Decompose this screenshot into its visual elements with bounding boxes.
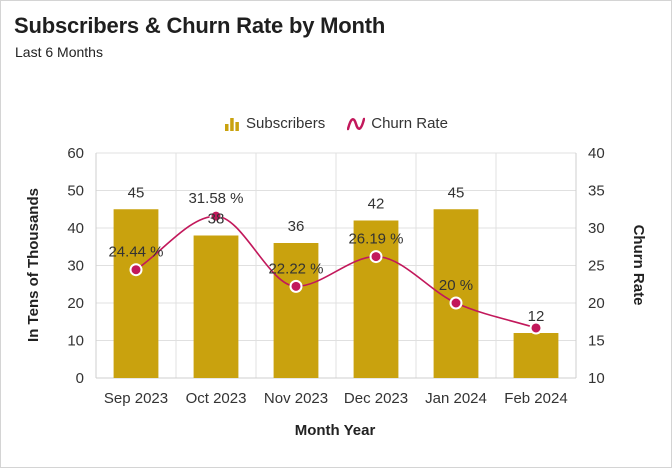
y-axis-left-title: In Tens of Thousands xyxy=(25,188,42,342)
churn-rate-label: 26.19 % xyxy=(348,231,403,248)
x-tick-label: Sep 2023 xyxy=(104,390,168,407)
churn-rate-point xyxy=(209,209,223,223)
y-tick-left: 0 xyxy=(76,370,84,387)
y-tick-right: 20 xyxy=(588,295,605,312)
y-tick-left: 10 xyxy=(67,333,84,350)
x-tick-label: Dec 2023 xyxy=(344,390,408,407)
churn-rate-label: 24.44 % xyxy=(108,244,163,261)
bar xyxy=(513,333,559,378)
bar-value-label: 42 xyxy=(368,196,385,213)
line-chart-icon xyxy=(347,117,366,130)
y-tick-left: 30 xyxy=(67,258,84,275)
churn-rate-point xyxy=(529,321,543,335)
churn-rate-point xyxy=(129,263,143,277)
y-tick-right: 30 xyxy=(588,220,605,237)
x-tick-label: Feb 2024 xyxy=(504,390,567,407)
legend-label-subscribers: Subscribers xyxy=(246,115,326,132)
y-axis-right-title: Churn Rate xyxy=(630,225,647,306)
bar-value-label: 45 xyxy=(448,184,465,201)
y-tick-right: 10 xyxy=(588,370,605,387)
y-tick-right: 25 xyxy=(588,258,605,275)
bar-value-label: 12 xyxy=(528,308,545,325)
y-tick-left: 50 xyxy=(67,183,84,200)
legend-item-churn-rate[interactable]: Churn Rate xyxy=(347,115,448,132)
bar xyxy=(273,243,319,378)
bar xyxy=(113,209,159,378)
bar xyxy=(193,235,239,378)
churn-rate-label: 22.22 % xyxy=(268,260,323,277)
x-tick-label: Nov 2023 xyxy=(264,390,328,407)
legend-label-churn-rate: Churn Rate xyxy=(371,115,448,132)
bar-value-label: 45 xyxy=(128,184,145,201)
churn-rate-point xyxy=(369,250,383,264)
bar xyxy=(353,220,399,378)
y-tick-left: 60 xyxy=(67,145,84,162)
y-tick-left: 20 xyxy=(67,295,84,312)
y-tick-right: 15 xyxy=(588,333,605,350)
legend-item-subscribers[interactable]: Subscribers xyxy=(224,115,325,132)
y-tick-right: 40 xyxy=(588,145,605,162)
churn-rate-point xyxy=(289,279,303,293)
chart-title: Subscribers & Churn Rate by Month xyxy=(14,13,386,38)
legend: Subscribers Churn Rate xyxy=(1,115,671,132)
bar-value-label: 38 xyxy=(208,211,225,228)
x-axis-title: Month Year xyxy=(295,422,376,439)
y-tick-right: 35 xyxy=(588,183,605,200)
churn-rate-label: 31.58 % xyxy=(188,190,243,207)
churn-rate-point xyxy=(449,296,463,310)
bar-chart-icon xyxy=(225,117,239,131)
bar-value-label: 36 xyxy=(288,218,305,235)
y-tick-left: 40 xyxy=(67,220,84,237)
churn-rate-label: 20 % xyxy=(439,277,473,294)
chart-subtitle: Last 6 Months xyxy=(15,44,103,60)
x-tick-label: Oct 2023 xyxy=(186,390,247,407)
x-tick-label: Jan 2024 xyxy=(425,390,487,407)
